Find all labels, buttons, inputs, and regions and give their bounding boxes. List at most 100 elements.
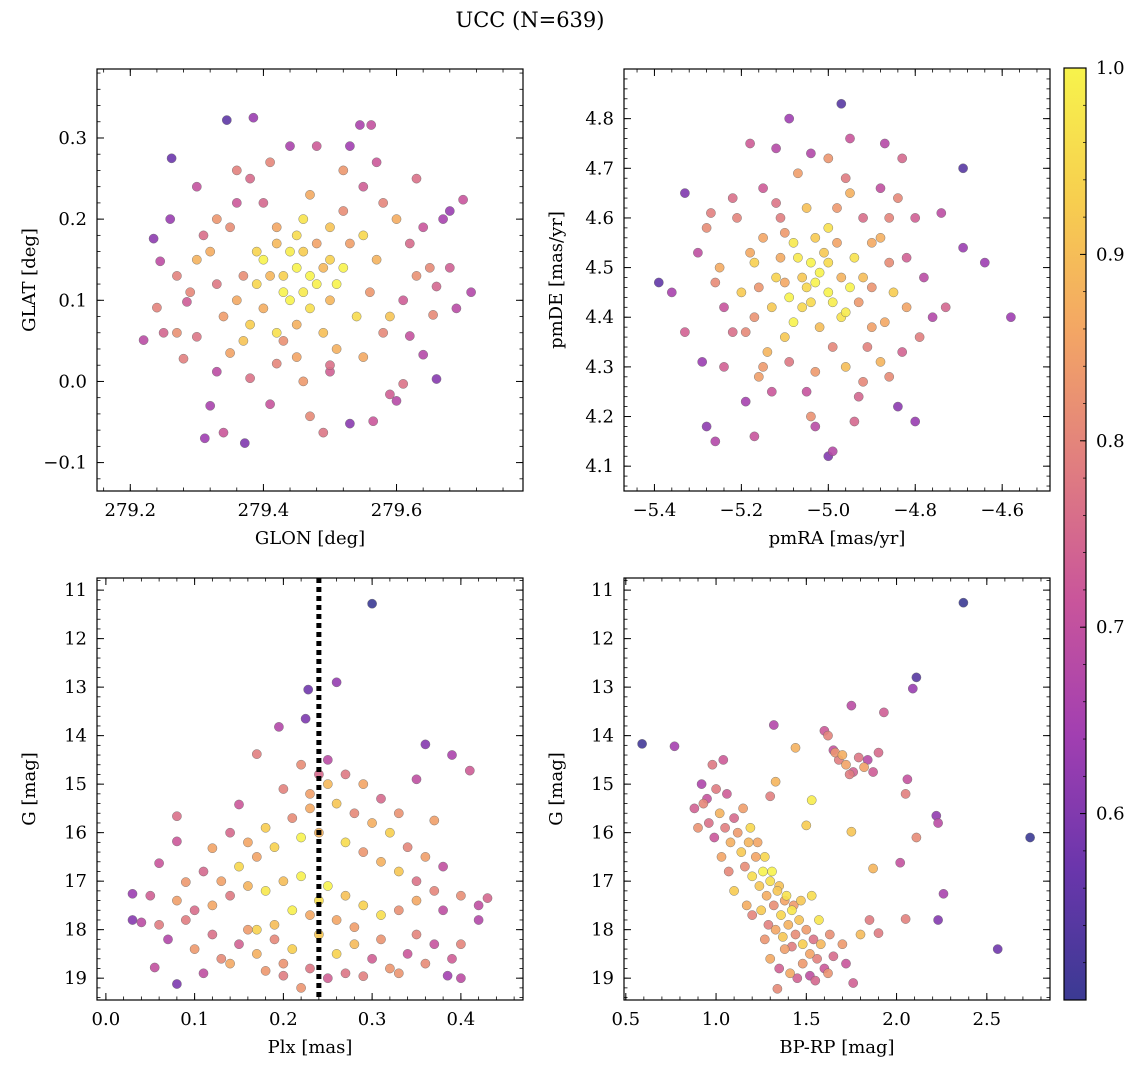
scatter-point [136, 917, 147, 928]
scatter-point [706, 208, 716, 218]
scatter-point [745, 247, 755, 258]
scatter-point [182, 297, 192, 307]
scatter-point [741, 900, 752, 911]
y-tick-label: 4.1 [585, 456, 614, 477]
scatter-point [178, 353, 189, 364]
scatter-point [238, 271, 249, 281]
scatter-point [938, 889, 949, 899]
scatter-point [745, 823, 756, 833]
x-axis-label: BP-RP [mag] [779, 1037, 894, 1058]
y-tick-label: 16 [64, 823, 87, 844]
scatter-point [736, 287, 747, 298]
scatter-point [765, 791, 776, 802]
scatter-point [855, 929, 866, 940]
figure-title: UCC (N=639) [456, 8, 605, 32]
scatter-point [810, 232, 821, 243]
y-tick-label: 17 [591, 871, 614, 892]
scatter-point [774, 963, 785, 974]
scatter-point [269, 920, 280, 930]
scatter-point [654, 277, 664, 288]
scatter-point [231, 295, 242, 306]
scatter-point [385, 827, 395, 838]
scatter-point [793, 252, 803, 263]
scatter-point [225, 958, 235, 969]
scatter-point [349, 939, 360, 950]
scatter-point [810, 975, 821, 986]
scatter-point [765, 876, 776, 887]
axes-frame [96, 68, 524, 492]
scatter-point [411, 929, 422, 940]
x-tick-label: 0.0 [92, 1009, 121, 1030]
y-tick-label: 19 [64, 968, 87, 989]
scatter-point [867, 322, 877, 333]
scatter-point [420, 958, 431, 969]
scatter-point [358, 971, 369, 982]
scatter-point [207, 929, 218, 940]
scatter-point [772, 984, 783, 994]
scatter-point [895, 857, 906, 868]
scatter-point [271, 238, 282, 249]
scatter-point [331, 798, 342, 809]
scatter-point [858, 272, 868, 283]
scatter-point [438, 861, 448, 872]
scatter-point [438, 905, 448, 916]
scatter-point [814, 267, 825, 278]
scatter-point [743, 837, 754, 848]
x-tick-label: 0.3 [358, 1009, 387, 1030]
scatter-point [245, 173, 255, 184]
scatter-point [784, 357, 795, 367]
colorbar-tick-label: 0.7 [1096, 617, 1125, 638]
scatter-point [456, 939, 466, 950]
scatter-point [338, 206, 349, 216]
scatter-point [166, 153, 177, 164]
scatter-point [727, 193, 738, 203]
scatter-point [797, 302, 808, 313]
scatter-point [680, 327, 690, 337]
scatter-point [958, 242, 968, 253]
scatter-point [914, 332, 925, 342]
y-tick-label: 13 [591, 677, 614, 698]
scatter-point [697, 357, 708, 367]
scatter-point [767, 302, 777, 313]
scatter-point [701, 223, 712, 233]
scatter-point [152, 302, 162, 313]
scatter-point [797, 272, 808, 283]
scatter-point [189, 944, 200, 954]
y-tick-label: 4.5 [585, 258, 614, 279]
x-tick-label: 0.5 [611, 1009, 640, 1030]
scatter-point [447, 954, 457, 964]
scatter-point [749, 431, 760, 442]
scatter-point [797, 958, 808, 969]
scatter-point [393, 808, 404, 819]
colorbar-gradient [1063, 67, 1087, 1001]
scatter-point [808, 934, 819, 945]
scatter-point [720, 823, 730, 833]
scatter-point [148, 233, 159, 244]
scatter-point [801, 203, 812, 213]
scatter-point [258, 198, 269, 208]
scatter-point [429, 815, 440, 826]
scatter-point [331, 344, 342, 354]
scatter-point [358, 779, 369, 789]
x-axis-label: pmRA [mas/yr] [769, 528, 906, 549]
scatter-point [729, 886, 739, 896]
scatter-point [819, 247, 829, 258]
scatter-point [287, 905, 298, 916]
colorbar-tick-label: 0.6 [1096, 804, 1125, 825]
scatter-point [637, 739, 647, 749]
scatter-point [325, 360, 335, 371]
x-tick-label: −5.0 [806, 500, 850, 521]
scatter-point [366, 120, 377, 130]
scatter-point [810, 366, 821, 377]
scatter-point [172, 327, 182, 338]
scatter-point [958, 163, 968, 174]
scatter-point [722, 789, 732, 799]
scatter-point [846, 826, 857, 837]
scatter-point [278, 784, 289, 794]
scatter-point [331, 949, 342, 959]
scatter-point [933, 818, 943, 828]
scatter-point [710, 277, 721, 288]
scatter-point [243, 837, 253, 848]
scatter-point [305, 789, 315, 799]
